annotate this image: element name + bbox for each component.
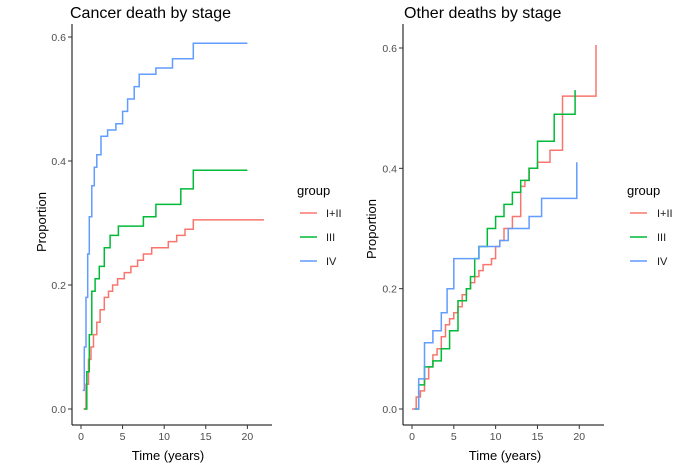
series-line-iii: [414, 90, 576, 410]
y-tick-label: 0.4: [382, 163, 397, 175]
x-tick-label: 5: [451, 431, 457, 443]
series-line-iii: [84, 169, 248, 410]
y-tick-label: 0.6: [382, 43, 397, 55]
y-tick-label: 0.6: [51, 32, 66, 44]
y-tick-label: 0.2: [382, 284, 397, 296]
x-tick-label: 5: [120, 431, 126, 443]
x-tick-label: 0: [409, 431, 415, 443]
legend-label-iv: IV: [326, 256, 337, 268]
x-tick-label: 10: [490, 431, 502, 443]
y-tick-label: 0.0: [382, 404, 397, 416]
chart-panel-other-deaths: Other deaths by stage Proportion Time (y…: [364, 5, 673, 463]
x-tick-label: 15: [200, 431, 212, 443]
series-line-i-ii: [412, 45, 597, 410]
series-line-iv: [82, 42, 248, 392]
x-tick-label: 20: [242, 431, 254, 443]
legend-label-i-ii: I+II: [657, 208, 673, 220]
y-tick-label: 0.0: [51, 404, 66, 416]
y-axis-title: Proportion: [34, 192, 49, 252]
legend-title: group: [297, 183, 330, 198]
chart-panel-cancer-deaths: Cancer death by stage Proportion Time (y…: [34, 5, 342, 463]
legend-title: group: [627, 183, 660, 198]
y-tick-label: 0.2: [51, 280, 66, 292]
x-axis-title: Time (years): [132, 448, 204, 463]
y-tick-label: 0.4: [51, 156, 66, 168]
y-axis-title: Proportion: [364, 199, 379, 259]
x-tick-label: 0: [78, 431, 84, 443]
x-tick-label: 15: [532, 431, 544, 443]
series-line-iv: [414, 162, 578, 410]
legend-label-iii: III: [326, 232, 335, 244]
series-line-i-ii: [83, 219, 264, 410]
legend-label-iv: IV: [657, 256, 668, 268]
x-axis-title: Time (years): [469, 448, 541, 463]
chart-title: Cancer death by stage: [70, 5, 231, 22]
legend-label-iii: III: [657, 232, 666, 244]
x-tick-label: 10: [158, 431, 170, 443]
chart-title: Other deaths by stage: [404, 5, 562, 22]
x-tick-label: 20: [573, 431, 585, 443]
legend-label-i-ii: I+II: [326, 208, 342, 220]
